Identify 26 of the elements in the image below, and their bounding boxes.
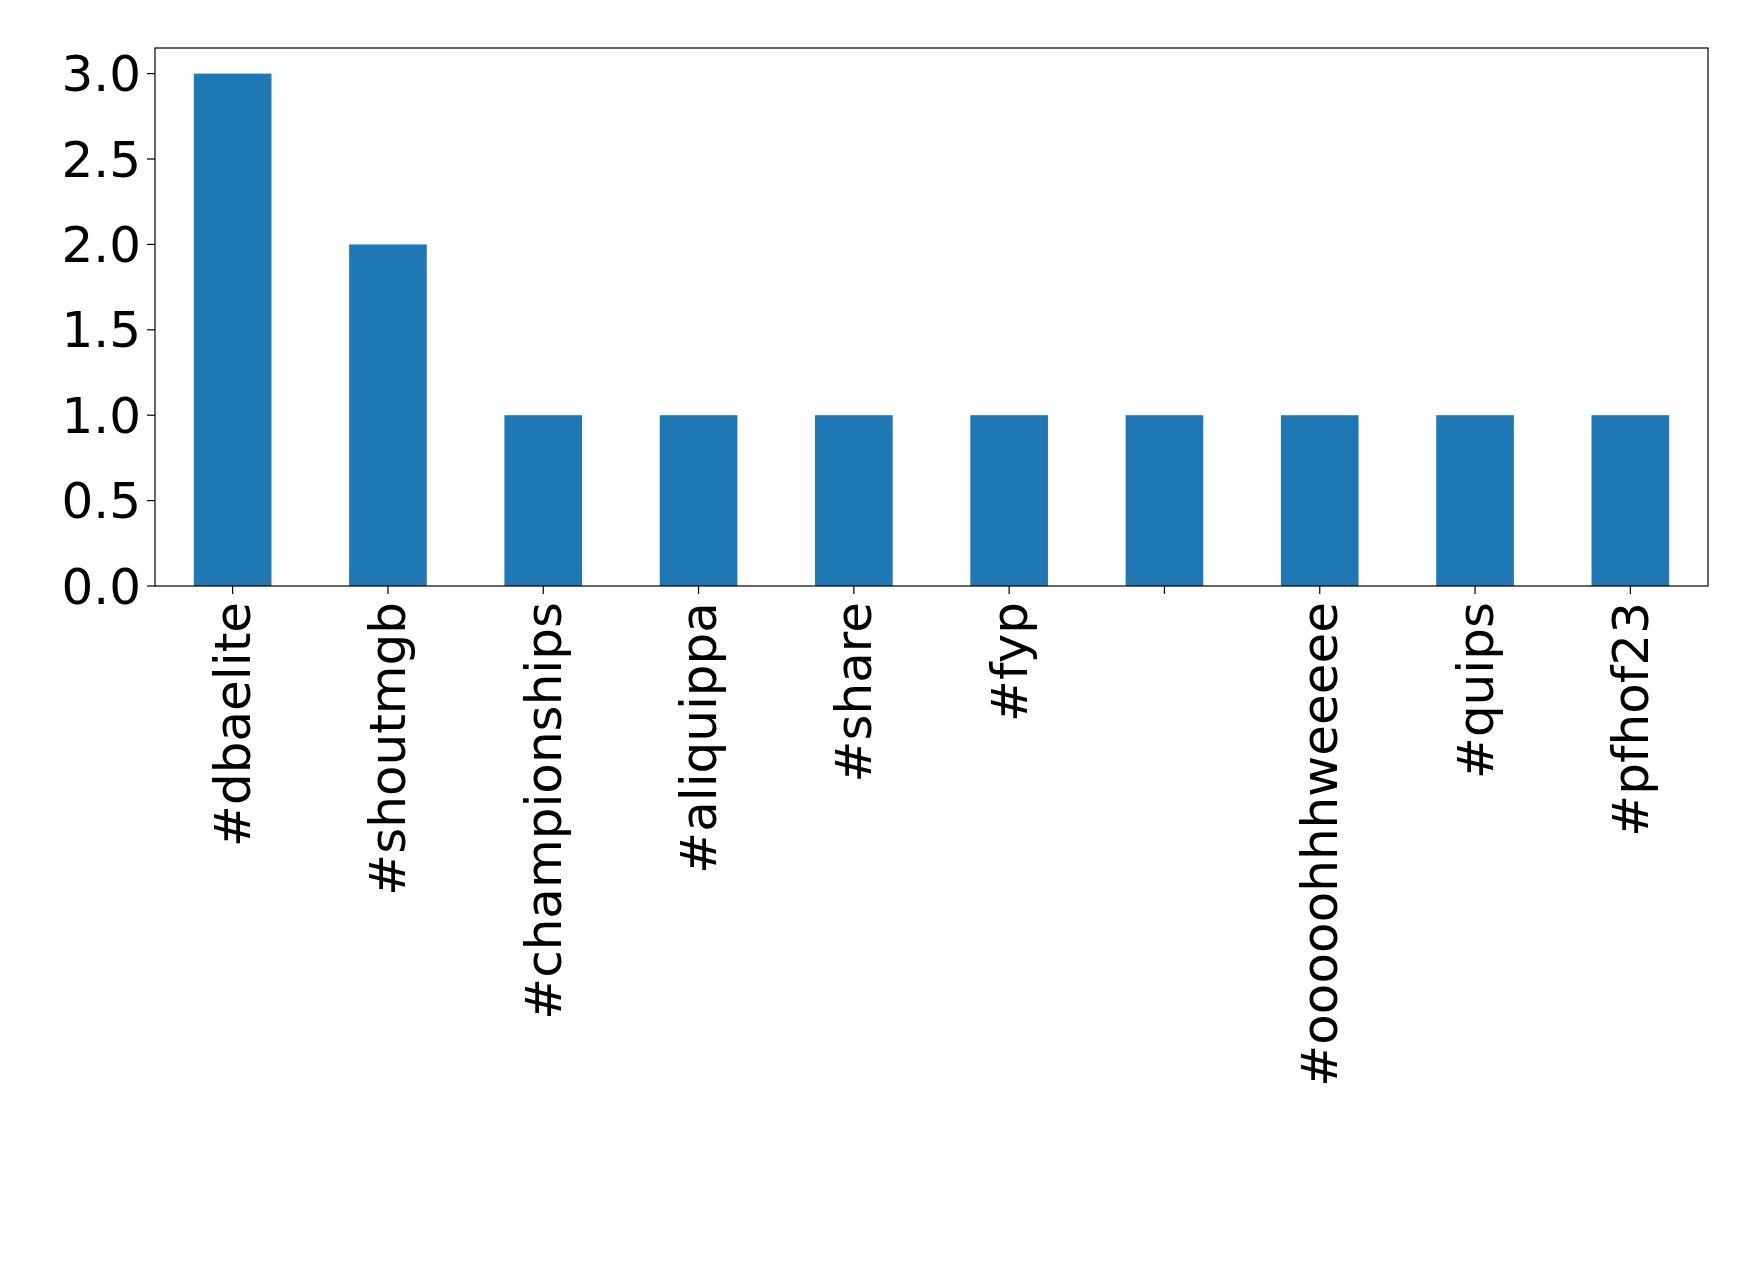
- y-tick-label: 2.5: [61, 130, 141, 189]
- bar: [970, 415, 1048, 586]
- bar: [1436, 415, 1514, 586]
- y-tick-label: 0.5: [61, 472, 141, 531]
- y-tick-label: 2.0: [61, 215, 141, 274]
- bar: [504, 415, 583, 586]
- y-tick-label: 1.0: [61, 386, 141, 445]
- bar: [1125, 415, 1204, 586]
- bar: [815, 415, 893, 586]
- bar: [349, 244, 427, 586]
- x-tick-label: #pfhof23: [1601, 602, 1660, 837]
- y-tick-label: 1.5: [61, 301, 141, 360]
- x-tick-label: #aliquippa: [670, 602, 729, 874]
- bar: [1280, 415, 1359, 586]
- x-tick-label: #quips: [1446, 602, 1505, 780]
- y-tick-label: 0.0: [61, 557, 141, 616]
- y-tick-label: 3.0: [61, 45, 141, 104]
- x-tick-label: #championships: [514, 602, 573, 1020]
- bar: [193, 73, 272, 586]
- x-tick-label: #fyp: [980, 602, 1039, 722]
- x-tick-label: #shoutmgb: [359, 602, 418, 896]
- bar: [1591, 415, 1670, 586]
- bar: [659, 415, 738, 586]
- x-tick-label: #dbaelite: [204, 602, 263, 847]
- x-tick-label: #ooooohhhweeeee: [1291, 602, 1350, 1087]
- x-tick-label: #share: [825, 602, 884, 783]
